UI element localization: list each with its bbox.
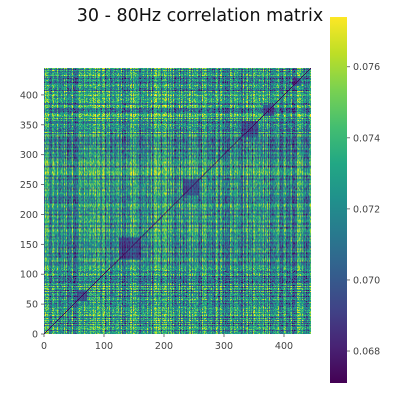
y-tick-label: 250	[20, 180, 38, 191]
heatmap-cells	[44, 68, 311, 334]
y-tick-label: 150	[20, 240, 38, 251]
chart-title: 30 - 80Hz correlation matrix	[76, 6, 324, 26]
y-tick-label: 400	[20, 90, 38, 101]
x-tick-label: 400	[275, 341, 293, 352]
y-tick-label: 0	[32, 330, 38, 341]
x-tick-label: 300	[215, 341, 233, 352]
colorbar-tick-label: 0.076	[353, 62, 380, 73]
x-axis: 0 100 200 300 400	[41, 334, 293, 352]
colorbar-gradient	[330, 17, 347, 383]
colorbar: 0.068 0.070 0.072 0.074 0.076	[330, 17, 380, 383]
heatmap-area	[44, 68, 311, 334]
y-axis: 0 50 100 150 200 250 300 350 400	[20, 90, 44, 341]
y-tick-label: 200	[20, 210, 38, 221]
y-tick-label: 50	[26, 300, 38, 311]
colorbar-tick-label: 0.070	[353, 275, 380, 286]
y-tick-label: 350	[20, 120, 38, 131]
colorbar-tick-label: 0.074	[353, 133, 380, 144]
x-tick-label: 100	[95, 341, 113, 352]
x-tick-label: 200	[155, 341, 173, 352]
colorbar-tick-label: 0.072	[353, 204, 380, 215]
colorbar-tick-label: 0.068	[353, 347, 380, 358]
y-tick-label: 300	[20, 150, 38, 161]
x-tick-label: 0	[41, 341, 47, 352]
y-tick-label: 100	[20, 270, 38, 281]
